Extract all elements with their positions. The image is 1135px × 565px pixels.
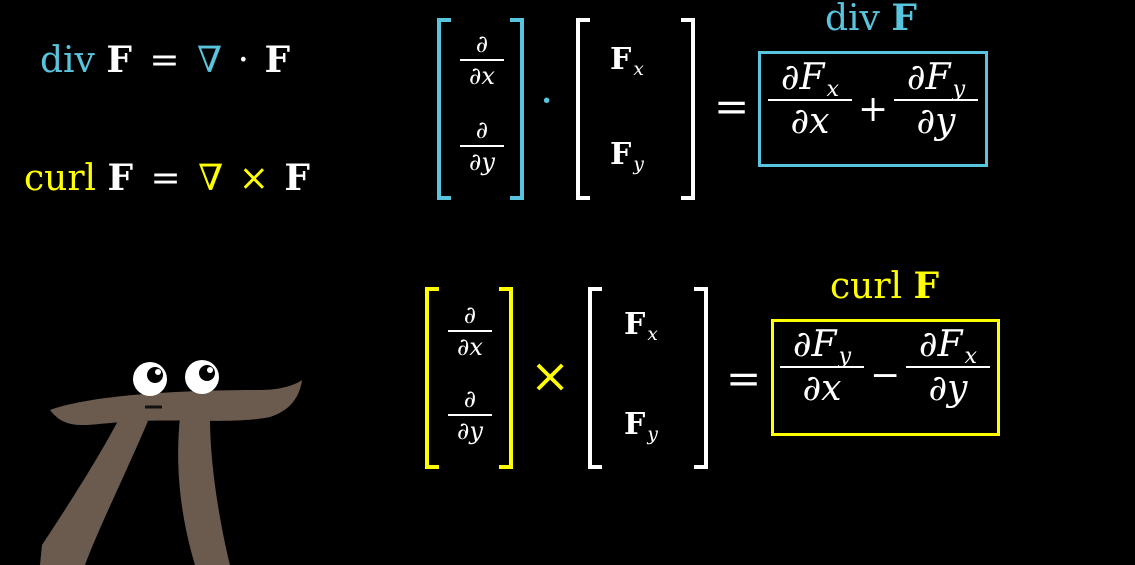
curl-F: F	[107, 157, 134, 199]
div-F: F	[106, 39, 132, 81]
curl-term2-sub: x	[964, 343, 978, 370]
curl-equals: =	[150, 158, 181, 199]
div-label: div F	[825, 0, 917, 37]
curl-minus: −	[870, 355, 901, 396]
div-term2-num: ∂F	[906, 57, 951, 98]
div-equals: =	[149, 40, 180, 81]
div-term2: ∂Fy ∂y	[894, 60, 978, 140]
curl-nabla-left-bracket	[425, 287, 439, 469]
curl-term1-bar	[780, 366, 864, 368]
curl-term2: ∂Fx ∂y	[906, 327, 990, 407]
div-Fy-F: F	[610, 137, 632, 172]
curl-nabla: ∇	[198, 158, 224, 199]
curl-equals-sign: =	[726, 354, 762, 403]
div-term2-sub: y	[952, 76, 966, 103]
div-term2-den: ∂y	[916, 101, 956, 142]
div-term2-bar	[894, 99, 978, 101]
div-term1-num: ∂F	[780, 57, 825, 98]
div-F-right-bracket	[681, 18, 695, 200]
curl-d-dy: ∂ ∂y	[448, 387, 492, 443]
curl-Fx-F: F	[624, 307, 646, 342]
div-term1-bar	[768, 99, 852, 101]
curl-d-dx-bar	[448, 330, 492, 332]
div-d-dy-bar	[460, 145, 504, 147]
curl-cross-operator: ×	[238, 158, 269, 199]
div-definition: div F = ∇ · F	[40, 42, 290, 79]
div-word: div	[40, 40, 95, 81]
div-d-dy-den: ∂y	[469, 148, 495, 176]
div-dot: ·	[540, 76, 554, 125]
div-d-dy: ∂ ∂y	[460, 118, 504, 174]
div-term1-den: ∂x	[790, 101, 830, 142]
div-nabla-right-bracket	[510, 18, 524, 200]
curl-label-F: F	[913, 265, 940, 307]
curl-term1-num: ∂F	[792, 324, 837, 365]
div-d-dx-den: ∂x	[469, 62, 495, 90]
div-term1: ∂Fx ∂x	[768, 60, 852, 140]
div-d-dx: ∂ ∂x	[460, 32, 504, 88]
div-d-dx-num: ∂	[475, 30, 489, 58]
curl-cross: ×	[530, 348, 571, 404]
div-d-dx-bar	[460, 59, 504, 61]
curl-term2-bar	[906, 366, 990, 368]
curl-Fx-sub: x	[647, 323, 658, 345]
curl-d-dx-num: ∂	[463, 301, 477, 329]
div-label-F: F	[891, 0, 917, 39]
curl-d-dy-den: ∂y	[457, 417, 483, 445]
curl-term2-den: ∂y	[928, 368, 968, 409]
div-term1-sub: x	[826, 76, 840, 103]
div-plus: +	[858, 89, 889, 130]
curl-term1: ∂Fy ∂x	[780, 327, 864, 407]
curl-d-dy-num: ∂	[463, 385, 477, 413]
div-F-left-bracket	[576, 18, 590, 200]
div-label-word: div	[825, 0, 880, 39]
div-F2: F	[264, 39, 291, 81]
curl-nabla-right-bracket	[499, 287, 513, 469]
curl-result-box	[771, 319, 1000, 436]
curl-d-dx: ∂ ∂x	[448, 303, 492, 359]
curl-F2: F	[284, 157, 310, 199]
curl-Fy-F: F	[624, 407, 646, 442]
curl-F-right-bracket	[694, 287, 708, 469]
curl-term2-num: ∂F	[918, 324, 963, 365]
curl-definition: curl F = ∇ × F	[24, 160, 310, 197]
div-result-box	[758, 51, 988, 167]
curl-word: curl	[24, 158, 97, 199]
curl-label: curl F	[830, 268, 939, 305]
curl-term1-sub: y	[838, 343, 852, 370]
div-Fx-sub: x	[633, 58, 644, 80]
curl-F-left-bracket	[588, 287, 602, 469]
div-d-dy-num: ∂	[475, 116, 489, 144]
div-nabla: ∇	[197, 40, 223, 81]
div-Fy-sub: y	[633, 153, 644, 175]
div-dot-operator: ·	[237, 40, 250, 81]
curl-d-dx-den: ∂x	[457, 333, 483, 361]
curl-label-word: curl	[830, 266, 903, 307]
curl-d-dy-bar	[448, 414, 492, 416]
div-nabla-left-bracket	[437, 18, 451, 200]
pi-creature-icon	[40, 360, 302, 565]
curl-term1-den: ∂x	[802, 368, 842, 409]
curl-Fy-sub: y	[647, 423, 658, 445]
div-Fx-F: F	[610, 42, 632, 77]
div-equals-sign: =	[714, 82, 750, 131]
